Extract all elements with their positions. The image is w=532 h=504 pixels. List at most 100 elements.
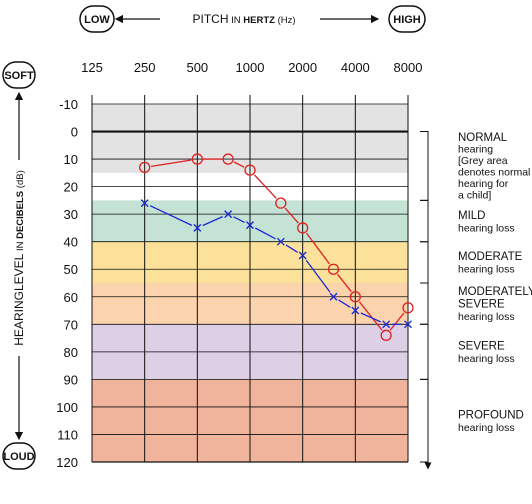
cross-marker (246, 221, 254, 230)
series-segment (389, 312, 405, 331)
level-in: IN (15, 239, 26, 254)
annotation-line: hearing loss (458, 222, 515, 234)
low-pill: LOW (79, 5, 115, 33)
cross-stroke (382, 320, 391, 329)
series-segment (358, 301, 383, 331)
series-segment (233, 216, 245, 224)
circle-marker (191, 153, 203, 165)
cross-marker (276, 237, 285, 246)
freq-tick-label: 1000 (236, 60, 265, 75)
annotation-line: NORMAL (458, 132, 508, 144)
annotation-line: PROFOUND (458, 409, 524, 421)
series-segment (233, 161, 245, 168)
annotation-bracket (420, 323, 429, 380)
circle-marker (222, 153, 234, 165)
circle-marker (349, 291, 361, 303)
freq-tick-label: 125 (81, 60, 103, 75)
cross-marker (298, 251, 307, 260)
annotation-bracket (420, 378, 429, 463)
series-segment (305, 259, 331, 293)
annotation-bracket (420, 241, 429, 284)
series-segment (150, 159, 192, 167)
series-segment (202, 216, 223, 227)
level-word: HEARINGLEVEL (12, 253, 26, 345)
annotation-line: hearing (458, 144, 493, 156)
circle-series (139, 153, 414, 341)
cross-marker (329, 292, 338, 301)
db-tick-label: 100 (56, 400, 78, 415)
annotation-line: SEVERE (458, 341, 505, 353)
db-tick-label: 110 (57, 427, 78, 442)
annotation-line: hearing loss (458, 311, 515, 323)
annotation-line: hearing loss (458, 422, 515, 434)
cross-stroke (351, 306, 360, 315)
db-tick-label: -10 (59, 97, 78, 112)
level-db: (dB) (15, 170, 26, 191)
circle-marker (402, 302, 414, 314)
pitch-header: PITCH IN HERTZ (Hz) LOW HIGH (79, 5, 426, 33)
db-tick-label: 40 (64, 235, 78, 250)
circle-marker (380, 329, 392, 341)
circle-marker (244, 164, 256, 176)
annotation-line: a child] (458, 190, 491, 202)
level-title: HEARINGLEVEL IN DECIBELS (dB) (12, 170, 26, 345)
annotation-line: hearing loss (458, 264, 515, 276)
pitch-title: PITCH IN HERTZ (Hz) (192, 12, 295, 26)
db-tick-label: 0 (71, 125, 78, 140)
cross-stroke (224, 210, 233, 219)
series-segment (254, 227, 276, 240)
cross-marker (404, 320, 412, 329)
annotation-line: hearing for (458, 178, 509, 190)
series-segment (338, 299, 351, 308)
cross-marker (382, 320, 391, 329)
circle-marker (139, 161, 151, 173)
circle-marker (297, 222, 309, 234)
freq-tick-label: 500 (186, 60, 208, 75)
db-tick-label: 20 (64, 180, 78, 195)
freq-tick-label: 4000 (341, 60, 370, 75)
soft-pill: SOFT (2, 61, 36, 89)
db-tick-label: 90 (64, 372, 78, 387)
annotation-line: MILD (458, 210, 485, 222)
circle-marker (275, 197, 287, 209)
soft-label: SOFT (4, 70, 34, 82)
db-tick-label: 70 (64, 317, 78, 332)
db-tick-label: 50 (64, 262, 78, 277)
series-segment (360, 312, 381, 323)
annotation-bracket (420, 282, 429, 325)
grid-lines (91, 95, 409, 463)
pitch-in: IN (228, 15, 243, 26)
cross-marker (224, 210, 233, 219)
pitch-unit: HERTZ (243, 15, 275, 26)
cross-stroke (276, 237, 285, 246)
db-tick-label: 80 (64, 345, 78, 360)
series-segment (253, 174, 277, 199)
annotation-line: denotes normal (458, 167, 530, 179)
loud-label: LOUD (3, 451, 34, 463)
level-unit: DECIBELS (15, 191, 26, 239)
cross-stroke (193, 223, 202, 232)
circle-marker (327, 263, 340, 275)
cross-stroke (404, 320, 412, 329)
annotation-bracket (420, 131, 429, 201)
pitch-word: PITCH (192, 12, 228, 26)
annotation-line: [Grey area (458, 155, 508, 167)
freq-tick-label: 2000 (288, 60, 317, 75)
annotation-line: hearing loss (458, 353, 515, 365)
cross-marker (351, 306, 360, 315)
annotation-line: MODERATE (458, 251, 523, 263)
series-segment (149, 205, 193, 226)
low-label: LOW (84, 14, 110, 26)
freq-tick-label: 8000 (394, 60, 423, 75)
decibel-tick-labels: -10 0 10 20 30 40 50 60 70 80 90 100 110 120 (56, 97, 78, 470)
cross-marker (140, 199, 149, 208)
annotation-bracket (420, 199, 429, 243)
frequency-tick-labels: 125 250 500 1000 2000 4000 8000 (81, 60, 422, 75)
annotation-line: SEVERE (458, 299, 505, 311)
db-tick-label: 10 (64, 152, 78, 167)
series-segment (306, 232, 331, 265)
